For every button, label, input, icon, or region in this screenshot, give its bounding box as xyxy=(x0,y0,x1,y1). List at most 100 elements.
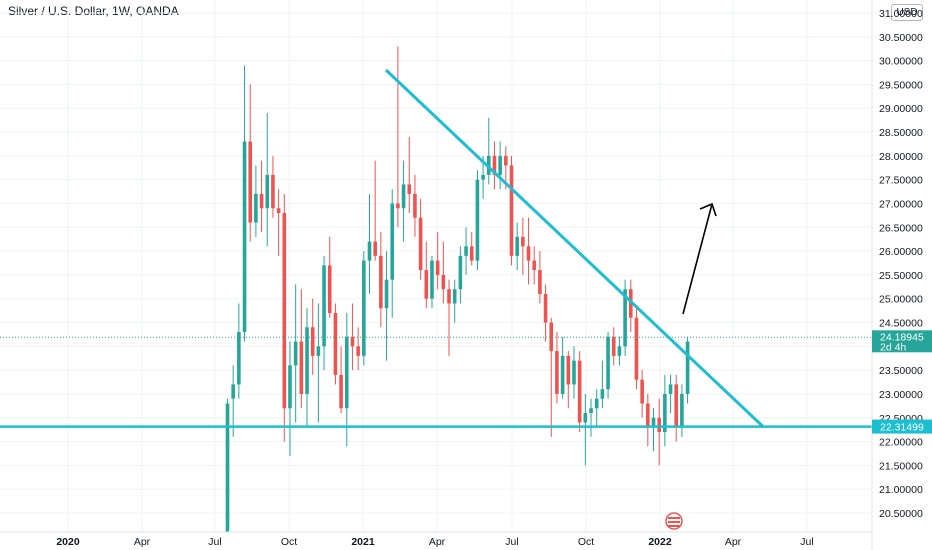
candle xyxy=(617,336,622,366)
candle xyxy=(259,160,264,233)
candle xyxy=(469,232,474,266)
candle-body xyxy=(509,165,514,256)
candle xyxy=(498,141,502,190)
candle-body xyxy=(424,270,429,299)
candle-body xyxy=(350,336,355,347)
bar-countdown: 2d 4h xyxy=(880,341,906,353)
candle-body xyxy=(566,355,571,385)
candle-body xyxy=(293,341,298,366)
candle-body xyxy=(276,208,281,213)
time-tick-label: Oct xyxy=(281,536,297,548)
candle-body xyxy=(532,260,537,271)
time-tick-label: Apr xyxy=(134,536,151,548)
price-tick-label: 20.50000 xyxy=(879,508,923,520)
candle xyxy=(492,141,497,190)
candle-body xyxy=(447,289,451,304)
price-tick-label: 25.00000 xyxy=(879,294,923,306)
last-price-badge-bg xyxy=(872,330,932,353)
candle xyxy=(594,389,599,428)
candle-body xyxy=(526,246,531,261)
candle-body xyxy=(583,413,588,423)
candle xyxy=(441,241,446,304)
candle xyxy=(538,251,542,304)
price-tick-label: 29.00000 xyxy=(879,103,923,115)
candle xyxy=(430,255,434,309)
candle-body xyxy=(475,179,480,261)
candle xyxy=(362,251,366,366)
chart-title: Silver / U.S. Dollar, 1W, OANDA xyxy=(8,4,179,18)
candle-body xyxy=(271,174,275,209)
candle xyxy=(640,370,644,418)
flag-icon[interactable] xyxy=(665,512,683,530)
candle-body xyxy=(379,255,383,309)
candle xyxy=(288,341,292,456)
candle-body xyxy=(469,246,474,261)
candle-body xyxy=(646,403,650,428)
candle xyxy=(532,246,537,285)
candle xyxy=(225,398,230,532)
candle-body xyxy=(356,346,360,356)
time-tick-label: Oct xyxy=(578,536,594,548)
candle xyxy=(572,346,576,399)
candle xyxy=(231,365,235,437)
candle xyxy=(464,227,468,275)
candle xyxy=(680,384,684,437)
candle xyxy=(276,189,281,256)
candle xyxy=(424,241,429,309)
price-tick-label: 24.50000 xyxy=(879,318,923,330)
candle xyxy=(316,303,321,423)
candle xyxy=(515,222,519,271)
projection-arrow-shaft xyxy=(682,203,713,315)
candle xyxy=(282,193,287,442)
candle xyxy=(248,84,253,242)
price-tick-label: 28.00000 xyxy=(879,151,923,163)
last-price-value: 24.18945 xyxy=(880,331,924,343)
candle-body xyxy=(418,217,423,271)
candle xyxy=(509,155,514,266)
candle-body xyxy=(611,336,616,356)
candle xyxy=(566,351,571,409)
currency-selector[interactable]: USD xyxy=(891,4,923,21)
candle xyxy=(350,303,355,371)
candle-body xyxy=(504,155,508,166)
candle-body xyxy=(668,384,673,394)
candle xyxy=(299,289,304,409)
price-tick-label: 23.50000 xyxy=(879,365,923,377)
candle xyxy=(646,393,650,447)
candle xyxy=(271,155,275,218)
candle-body xyxy=(407,184,412,194)
flag-icon-stripe xyxy=(668,517,680,519)
candle xyxy=(628,279,633,333)
time-tick-label: 2022 xyxy=(648,536,672,548)
candle xyxy=(583,393,588,466)
price-tick-label: 30.50000 xyxy=(879,32,923,44)
candle xyxy=(486,117,491,185)
projection-arrow-head xyxy=(699,202,717,217)
flag-icon-stripe xyxy=(668,525,680,527)
candle xyxy=(322,255,326,371)
candle-body xyxy=(572,360,576,385)
candle xyxy=(305,308,309,428)
candle-body xyxy=(651,417,656,428)
candle xyxy=(333,303,338,385)
price-tick-label: 30.00000 xyxy=(879,56,923,68)
time-tick-label: 2020 xyxy=(56,536,80,548)
candle-body xyxy=(413,193,417,218)
candle-body xyxy=(657,417,661,433)
candle xyxy=(674,374,679,442)
candles xyxy=(225,46,690,532)
candle-body xyxy=(577,360,582,423)
price-tick-label: 31.00000 xyxy=(879,8,923,20)
candle-body xyxy=(640,379,644,404)
candle xyxy=(396,46,400,228)
support-level-badge: 22.31499 xyxy=(872,419,932,434)
candle xyxy=(623,279,627,356)
candle xyxy=(407,136,412,213)
candle-body xyxy=(441,274,446,290)
candle xyxy=(549,317,554,437)
candle-body xyxy=(396,203,400,209)
candle xyxy=(685,336,690,404)
candle-body xyxy=(606,336,610,390)
